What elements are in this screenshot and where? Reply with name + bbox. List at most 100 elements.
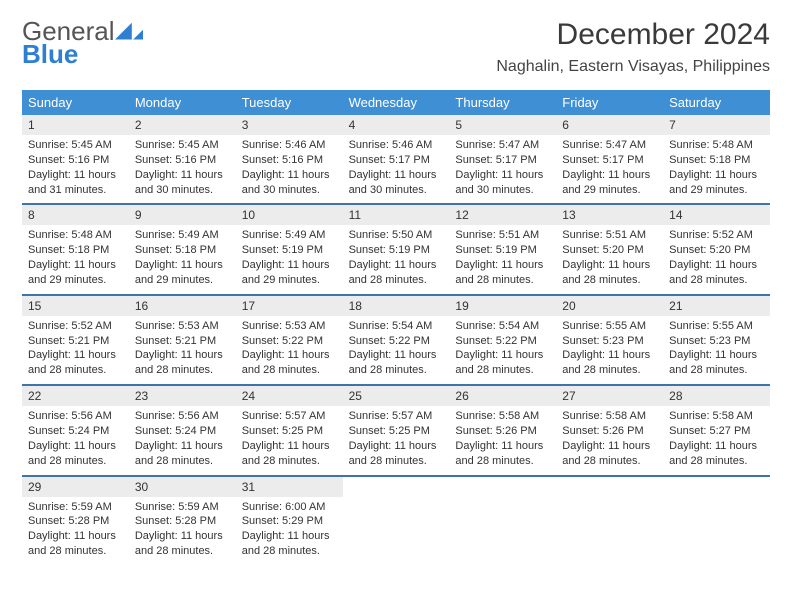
day-number: 31 (236, 477, 343, 497)
sunset-text: Sunset: 5:21 PM (28, 334, 123, 349)
day-number: 12 (449, 205, 556, 225)
day-cell: 11Sunrise: 5:50 AMSunset: 5:19 PMDayligh… (343, 205, 450, 293)
daylight-text: Daylight: 11 hours and 28 minutes. (242, 439, 337, 469)
sunrise-text: Sunrise: 5:48 AM (669, 138, 764, 153)
day-body: Sunrise: 5:49 AMSunset: 5:18 PMDaylight:… (129, 225, 236, 293)
sunset-text: Sunset: 5:22 PM (242, 334, 337, 349)
daylight-text: Daylight: 11 hours and 28 minutes. (135, 529, 230, 559)
day-number: 9 (129, 205, 236, 225)
day-body: Sunrise: 5:48 AMSunset: 5:18 PMDaylight:… (22, 225, 129, 293)
day-body: Sunrise: 5:54 AMSunset: 5:22 PMDaylight:… (449, 316, 556, 384)
sunset-text: Sunset: 5:27 PM (669, 424, 764, 439)
day-number: 17 (236, 296, 343, 316)
sunrise-text: Sunrise: 5:57 AM (349, 409, 444, 424)
day-cell (663, 477, 770, 565)
location-subtitle: Naghalin, Eastern Visayas, Philippines (496, 58, 770, 76)
sunset-text: Sunset: 5:16 PM (28, 153, 123, 168)
daylight-text: Daylight: 11 hours and 30 minutes. (349, 168, 444, 198)
sunrise-text: Sunrise: 5:52 AM (28, 319, 123, 334)
week-row: 29Sunrise: 5:59 AMSunset: 5:28 PMDayligh… (22, 477, 770, 565)
sunset-text: Sunset: 5:25 PM (242, 424, 337, 439)
daylight-text: Daylight: 11 hours and 28 minutes. (669, 258, 764, 288)
day-cell: 18Sunrise: 5:54 AMSunset: 5:22 PMDayligh… (343, 296, 450, 384)
sunrise-text: Sunrise: 5:55 AM (669, 319, 764, 334)
weekday-header: Saturday (663, 90, 770, 115)
day-number: 14 (663, 205, 770, 225)
day-cell: 15Sunrise: 5:52 AMSunset: 5:21 PMDayligh… (22, 296, 129, 384)
day-number: 11 (343, 205, 450, 225)
daylight-text: Daylight: 11 hours and 28 minutes. (349, 348, 444, 378)
sunrise-text: Sunrise: 5:53 AM (242, 319, 337, 334)
calendar-grid: SundayMondayTuesdayWednesdayThursdayFrid… (22, 90, 770, 565)
day-number: 18 (343, 296, 450, 316)
daylight-text: Daylight: 11 hours and 28 minutes. (562, 258, 657, 288)
sunrise-text: Sunrise: 5:46 AM (242, 138, 337, 153)
sunset-text: Sunset: 5:18 PM (669, 153, 764, 168)
daylight-text: Daylight: 11 hours and 28 minutes. (562, 439, 657, 469)
sunrise-text: Sunrise: 5:58 AM (562, 409, 657, 424)
sunrise-text: Sunrise: 5:53 AM (135, 319, 230, 334)
day-cell: 7 Sunrise: 5:48 AMSunset: 5:18 PMDaylight… (663, 115, 770, 203)
day-cell: 20Sunrise: 5:55 AMSunset: 5:23 PMDayligh… (556, 296, 663, 384)
daylight-text: Daylight: 11 hours and 28 minutes. (28, 439, 123, 469)
daylight-text: Daylight: 11 hours and 29 minutes. (669, 168, 764, 198)
daylight-text: Daylight: 11 hours and 28 minutes. (455, 348, 550, 378)
daylight-text: Daylight: 11 hours and 28 minutes. (28, 529, 123, 559)
daylight-text: Daylight: 11 hours and 30 minutes. (455, 168, 550, 198)
day-cell: 21Sunrise: 5:55 AMSunset: 5:23 PMDayligh… (663, 296, 770, 384)
day-body: Sunrise: 5:55 AMSunset: 5:23 PMDaylight:… (556, 316, 663, 384)
sunset-text: Sunset: 5:28 PM (28, 514, 123, 529)
day-body: Sunrise: 5:51 AMSunset: 5:20 PMDaylight:… (556, 225, 663, 293)
day-number: 4 (343, 115, 450, 135)
day-body: Sunrise: 5:57 AMSunset: 5:25 PMDaylight:… (343, 406, 450, 474)
day-number: 21 (663, 296, 770, 316)
day-cell: 9Sunrise: 5:49 AMSunset: 5:18 PMDaylight… (129, 205, 236, 293)
day-number: 28 (663, 386, 770, 406)
sunrise-text: Sunrise: 5:54 AM (349, 319, 444, 334)
sunset-text: Sunset: 5:17 PM (349, 153, 444, 168)
day-cell: 24Sunrise: 5:57 AMSunset: 5:25 PMDayligh… (236, 386, 343, 474)
day-cell: 10Sunrise: 5:49 AMSunset: 5:19 PMDayligh… (236, 205, 343, 293)
sunset-text: Sunset: 5:26 PM (562, 424, 657, 439)
day-body: Sunrise: 5:58 AMSunset: 5:27 PMDaylight:… (663, 406, 770, 474)
day-cell: 22Sunrise: 5:56 AMSunset: 5:24 PMDayligh… (22, 386, 129, 474)
sunset-text: Sunset: 5:24 PM (28, 424, 123, 439)
sunrise-text: Sunrise: 5:46 AM (349, 138, 444, 153)
header: General Blue December 2024 Naghalin, Eas… (22, 18, 770, 76)
sunrise-text: Sunrise: 5:49 AM (242, 228, 337, 243)
day-cell: 29Sunrise: 5:59 AMSunset: 5:28 PMDayligh… (22, 477, 129, 565)
weekday-header: Wednesday (343, 90, 450, 115)
day-body: Sunrise: 5:53 AMSunset: 5:21 PMDaylight:… (129, 316, 236, 384)
day-number: 8 (22, 205, 129, 225)
title-block: December 2024 Naghalin, Eastern Visayas,… (496, 18, 770, 76)
day-number: 7 (663, 115, 770, 135)
sunrise-text: Sunrise: 5:51 AM (455, 228, 550, 243)
day-cell: 14Sunrise: 5:52 AMSunset: 5:20 PMDayligh… (663, 205, 770, 293)
sunset-text: Sunset: 5:19 PM (455, 243, 550, 258)
day-cell (556, 477, 663, 565)
daylight-text: Daylight: 11 hours and 28 minutes. (135, 348, 230, 378)
day-body: Sunrise: 5:52 AMSunset: 5:20 PMDaylight:… (663, 225, 770, 293)
day-body: Sunrise: 5:46 AMSunset: 5:16 PMDaylight:… (236, 135, 343, 203)
sunrise-text: Sunrise: 5:47 AM (562, 138, 657, 153)
day-body: Sunrise: 5:45 AMSunset: 5:16 PMDaylight:… (22, 135, 129, 203)
week-row: 15Sunrise: 5:52 AMSunset: 5:21 PMDayligh… (22, 296, 770, 386)
day-number: 19 (449, 296, 556, 316)
day-number: 2 (129, 115, 236, 135)
day-number: 16 (129, 296, 236, 316)
weekday-header: Monday (129, 90, 236, 115)
day-cell: 17Sunrise: 5:53 AMSunset: 5:22 PMDayligh… (236, 296, 343, 384)
brand-line2: Blue (22, 39, 78, 69)
sunrise-text: Sunrise: 6:00 AM (242, 500, 337, 515)
sunset-text: Sunset: 5:22 PM (455, 334, 550, 349)
day-cell (449, 477, 556, 565)
sunrise-text: Sunrise: 5:47 AM (455, 138, 550, 153)
day-number: 10 (236, 205, 343, 225)
sunset-text: Sunset: 5:23 PM (669, 334, 764, 349)
day-body: Sunrise: 5:55 AMSunset: 5:23 PMDaylight:… (663, 316, 770, 384)
sunset-text: Sunset: 5:20 PM (669, 243, 764, 258)
sunrise-text: Sunrise: 5:56 AM (135, 409, 230, 424)
day-body: Sunrise: 5:46 AMSunset: 5:17 PMDaylight:… (343, 135, 450, 203)
day-number: 27 (556, 386, 663, 406)
calendar-page: General Blue December 2024 Naghalin, Eas… (0, 0, 792, 583)
